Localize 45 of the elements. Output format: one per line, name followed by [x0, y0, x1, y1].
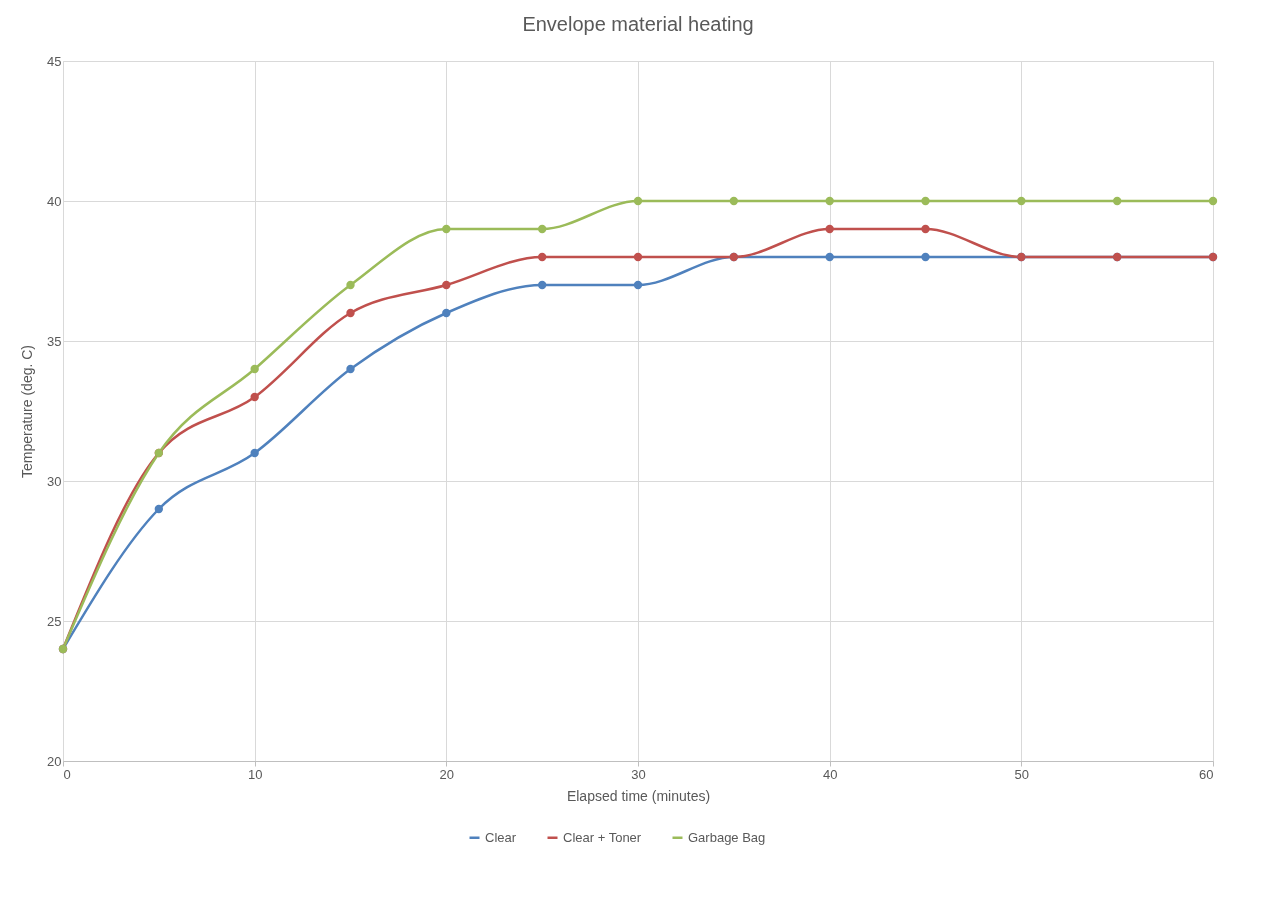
point	[921, 252, 930, 262]
point	[633, 196, 643, 206]
point	[442, 308, 451, 318]
y-tick-label: 40	[47, 193, 62, 209]
y-tick-label: 35	[47, 333, 62, 349]
x-tick-label: 20	[439, 766, 455, 782]
point	[729, 196, 739, 206]
y-tick-label: 25	[47, 613, 62, 629]
point	[1112, 196, 1122, 206]
legend-label: Garbage Bag	[688, 829, 766, 845]
point	[825, 196, 834, 206]
y-tick-label: 20	[47, 753, 62, 769]
point	[250, 364, 259, 374]
point	[1017, 196, 1026, 206]
point	[825, 224, 834, 234]
point	[633, 252, 643, 262]
point	[633, 280, 643, 290]
point	[921, 196, 930, 206]
x-tick-label: 10	[247, 766, 263, 782]
legend-label: Clear + Toner	[563, 829, 642, 845]
chart-title: Envelope material heating	[522, 13, 754, 35]
point	[537, 224, 547, 234]
point	[250, 392, 259, 402]
point	[346, 308, 355, 318]
point	[442, 280, 451, 290]
point	[346, 364, 355, 374]
point	[921, 224, 930, 234]
point	[825, 252, 834, 262]
x-axis-title: Elapsed time (minutes)	[566, 787, 711, 804]
y-tick-label: 30	[47, 473, 62, 489]
x-tick-label: 60	[1199, 766, 1214, 782]
point	[537, 280, 547, 290]
point	[537, 252, 547, 262]
legend-label: Clear	[485, 829, 517, 845]
point	[346, 280, 355, 290]
point	[250, 448, 259, 458]
x-tick-label: 50	[1014, 766, 1030, 782]
point	[1208, 196, 1218, 206]
point	[154, 504, 164, 514]
x-tick-label: 30	[631, 766, 646, 782]
point	[442, 224, 451, 234]
x-tick-label: 40	[822, 766, 838, 782]
y-tick-label: 45	[47, 53, 62, 69]
y-axis-title: Temperature (deg. C)	[19, 344, 36, 479]
x-tick-label: 0	[63, 766, 71, 782]
